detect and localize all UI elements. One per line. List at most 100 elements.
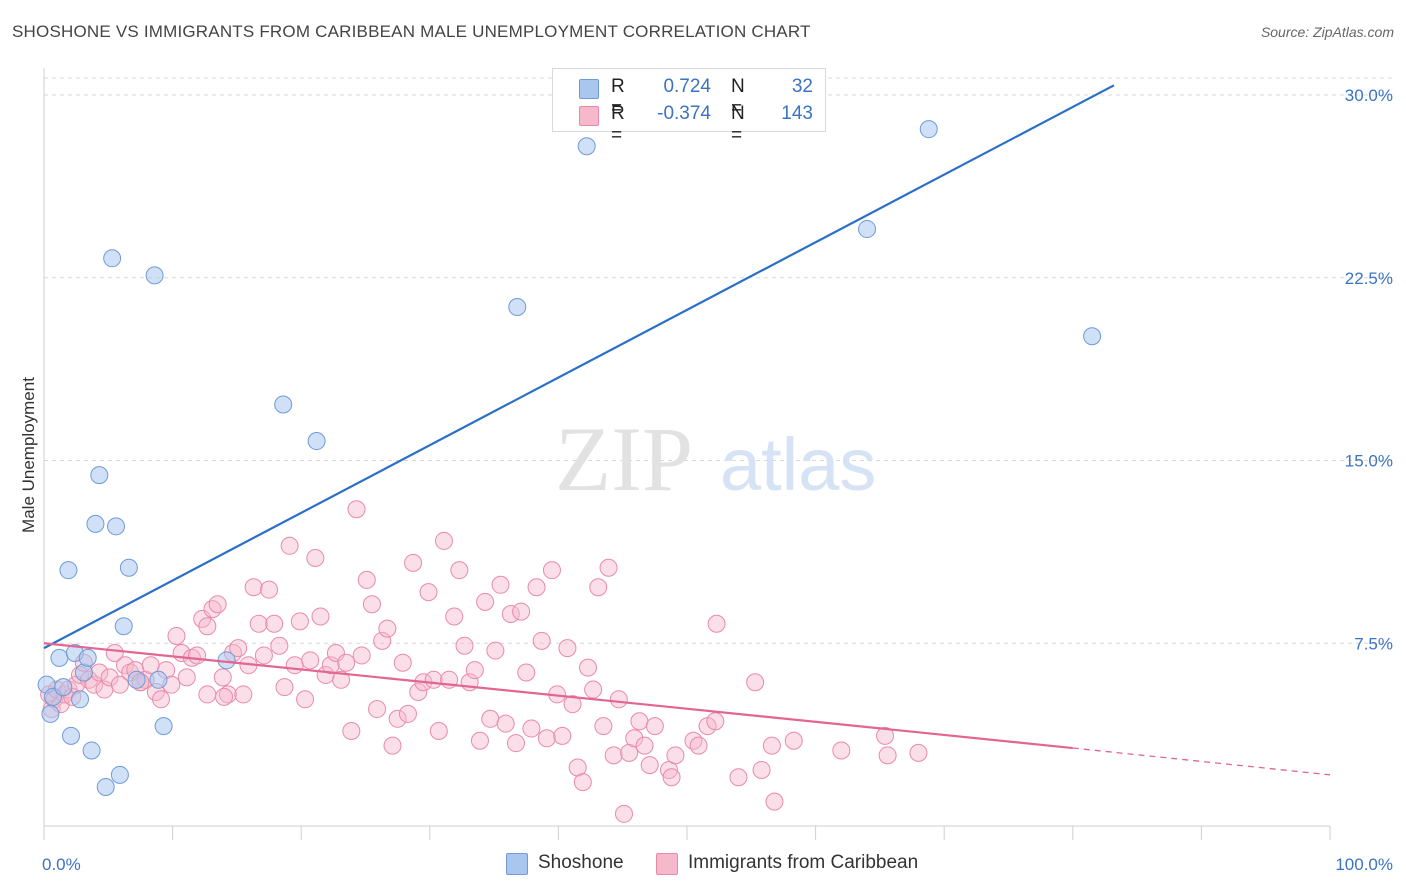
legend-swatch-shoshone xyxy=(579,79,599,99)
data-point-caribbean xyxy=(501,605,520,624)
legend-r-value: -0.374 xyxy=(657,103,711,124)
data-point-caribbean xyxy=(614,804,633,823)
data-point-shoshone xyxy=(508,298,527,317)
data-point-caribbean xyxy=(378,619,397,638)
data-point-caribbean xyxy=(765,792,784,811)
data-point-caribbean xyxy=(404,553,423,572)
data-point-caribbean xyxy=(419,583,438,602)
data-point-shoshone xyxy=(110,765,129,784)
data-point-shoshone xyxy=(307,432,326,451)
data-point-caribbean xyxy=(244,578,263,597)
data-point-caribbean xyxy=(609,690,628,709)
legend-n-value: 143 xyxy=(781,103,813,124)
data-point-caribbean xyxy=(640,756,659,775)
data-point-caribbean xyxy=(465,661,484,680)
data-point-caribbean xyxy=(568,758,587,777)
data-point-shoshone xyxy=(107,517,126,536)
data-point-caribbean xyxy=(666,746,685,765)
legend-r-label: R = xyxy=(611,76,625,119)
trend-layer xyxy=(43,84,1331,776)
legend-r-label: R = xyxy=(611,103,625,146)
data-point-caribbean xyxy=(177,668,196,687)
data-point-caribbean xyxy=(362,595,381,614)
data-point-caribbean xyxy=(105,644,124,663)
trend-line-caribbean-extension xyxy=(1072,747,1331,776)
data-point-shoshone xyxy=(96,778,115,797)
series-caribbean-points xyxy=(40,500,928,823)
data-point-caribbean xyxy=(909,743,928,762)
data-point-caribbean xyxy=(689,736,708,755)
x-tick-label-max: 100.0% xyxy=(1335,855,1393,874)
data-point-caribbean xyxy=(229,639,248,658)
data-point-caribbean xyxy=(578,658,597,677)
data-point-caribbean xyxy=(265,614,284,633)
data-point-caribbean xyxy=(301,651,320,670)
data-point-caribbean xyxy=(625,729,644,748)
data-point-caribbean xyxy=(491,575,510,594)
data-point-caribbean xyxy=(706,712,725,731)
data-point-shoshone xyxy=(103,249,122,268)
data-point-caribbean xyxy=(553,726,572,745)
data-point-caribbean xyxy=(429,721,448,740)
legend-n-value: 32 xyxy=(791,76,813,97)
data-point-shoshone xyxy=(145,266,164,285)
data-point-caribbean xyxy=(630,712,649,731)
data-point-caribbean xyxy=(481,709,500,728)
data-point-caribbean xyxy=(208,595,227,614)
data-point-shoshone xyxy=(41,704,60,723)
data-point-caribbean xyxy=(275,678,294,697)
data-point-shoshone xyxy=(71,690,90,709)
data-point-caribbean xyxy=(398,704,417,723)
data-point-caribbean xyxy=(620,743,639,762)
data-point-caribbean xyxy=(383,736,402,755)
data-point-caribbean xyxy=(707,614,726,633)
data-point-caribbean xyxy=(388,709,407,728)
data-point-caribbean xyxy=(573,773,592,792)
data-point-caribbean xyxy=(152,690,171,709)
data-point-caribbean xyxy=(198,617,217,636)
data-point-shoshone xyxy=(858,220,877,239)
data-point-caribbean xyxy=(321,656,340,675)
data-point-caribbean xyxy=(290,612,309,631)
data-point-caribbean xyxy=(434,531,453,550)
correlation-legend: R = 0.724 N = 32 R = -0.374 N = 143 xyxy=(552,68,826,146)
data-point-caribbean xyxy=(506,734,525,753)
bottom-legend-swatch-shoshone xyxy=(506,853,528,875)
data-point-caribbean xyxy=(476,592,495,611)
data-point-caribbean xyxy=(832,741,851,760)
data-point-caribbean xyxy=(254,646,273,665)
data-point-caribbean xyxy=(527,578,546,597)
data-point-caribbean xyxy=(589,578,608,597)
data-point-caribbean xyxy=(203,600,222,619)
data-point-shoshone xyxy=(59,561,78,580)
grid-layer xyxy=(44,77,1392,644)
data-point-caribbean xyxy=(604,746,623,765)
data-point-shoshone xyxy=(119,558,138,577)
y-tick-label: 30.0% xyxy=(1345,86,1393,105)
data-point-caribbean xyxy=(373,631,392,650)
legend-swatch-caribbean xyxy=(579,106,599,126)
chart-source: Source: ZipAtlas.com xyxy=(1260,24,1394,40)
data-point-caribbean xyxy=(878,746,897,765)
data-point-caribbean xyxy=(234,685,253,704)
data-point-shoshone xyxy=(50,648,69,667)
data-point-caribbean xyxy=(306,548,325,567)
data-point-caribbean xyxy=(260,580,279,599)
data-point-caribbean xyxy=(85,675,104,694)
data-point-caribbean xyxy=(522,719,541,738)
data-point-caribbean xyxy=(558,639,577,658)
data-point-caribbean xyxy=(470,731,489,750)
trend-line-shoshone xyxy=(43,84,1115,650)
data-point-caribbean xyxy=(486,641,505,660)
data-point-caribbean xyxy=(729,768,748,787)
data-point-caribbean xyxy=(563,695,582,714)
data-point-caribbean xyxy=(357,570,376,589)
data-point-caribbean xyxy=(280,536,299,555)
data-point-shoshone xyxy=(154,717,173,736)
y-tick-label: 22.5% xyxy=(1345,269,1393,288)
data-point-caribbean xyxy=(594,717,613,736)
data-point-caribbean xyxy=(213,668,232,687)
data-point-caribbean xyxy=(876,726,895,745)
data-point-caribbean xyxy=(496,714,515,733)
data-point-caribbean xyxy=(352,646,371,665)
